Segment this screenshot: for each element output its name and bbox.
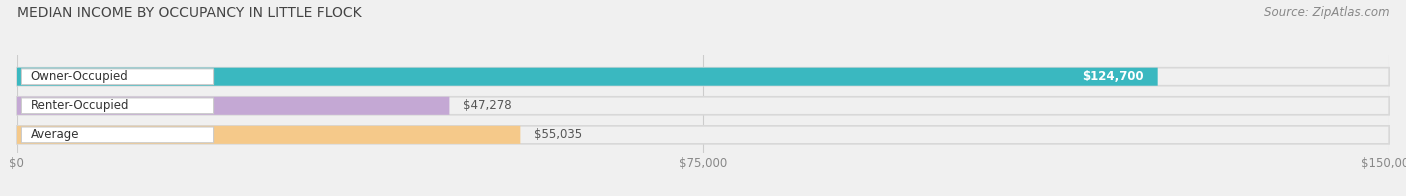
FancyBboxPatch shape (17, 126, 1389, 144)
Text: MEDIAN INCOME BY OCCUPANCY IN LITTLE FLOCK: MEDIAN INCOME BY OCCUPANCY IN LITTLE FLO… (17, 6, 361, 20)
Text: $55,035: $55,035 (534, 128, 582, 141)
FancyBboxPatch shape (17, 126, 520, 144)
Text: Average: Average (31, 128, 79, 141)
FancyBboxPatch shape (21, 69, 214, 84)
FancyBboxPatch shape (17, 97, 1389, 115)
FancyBboxPatch shape (17, 68, 1157, 86)
FancyBboxPatch shape (21, 127, 214, 143)
FancyBboxPatch shape (21, 98, 214, 114)
Text: Renter-Occupied: Renter-Occupied (31, 99, 129, 112)
Text: $47,278: $47,278 (463, 99, 512, 112)
FancyBboxPatch shape (17, 97, 450, 115)
Text: Source: ZipAtlas.com: Source: ZipAtlas.com (1264, 6, 1389, 19)
FancyBboxPatch shape (17, 68, 1389, 86)
Text: $124,700: $124,700 (1083, 70, 1144, 83)
Text: Owner-Occupied: Owner-Occupied (31, 70, 128, 83)
